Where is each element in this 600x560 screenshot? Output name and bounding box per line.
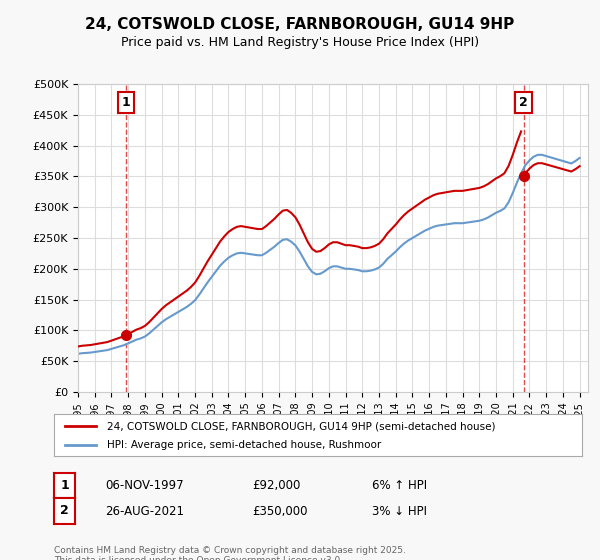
Text: 26-AUG-2021: 26-AUG-2021 (105, 505, 184, 518)
Text: 24, COTSWOLD CLOSE, FARNBOROUGH, GU14 9HP: 24, COTSWOLD CLOSE, FARNBOROUGH, GU14 9H… (85, 17, 515, 32)
Text: 2: 2 (519, 96, 528, 109)
Text: £350,000: £350,000 (252, 505, 308, 518)
Text: 06-NOV-1997: 06-NOV-1997 (105, 479, 184, 492)
Text: 1: 1 (60, 479, 69, 492)
Text: 6% ↑ HPI: 6% ↑ HPI (372, 479, 427, 492)
Text: 3% ↓ HPI: 3% ↓ HPI (372, 505, 427, 518)
Text: £92,000: £92,000 (252, 479, 301, 492)
Text: 24, COTSWOLD CLOSE, FARNBOROUGH, GU14 9HP (semi-detached house): 24, COTSWOLD CLOSE, FARNBOROUGH, GU14 9H… (107, 421, 496, 431)
Text: Price paid vs. HM Land Registry's House Price Index (HPI): Price paid vs. HM Land Registry's House … (121, 36, 479, 49)
Text: HPI: Average price, semi-detached house, Rushmoor: HPI: Average price, semi-detached house,… (107, 440, 381, 450)
Text: 2: 2 (60, 505, 69, 517)
Text: 1: 1 (121, 96, 130, 109)
Text: Contains HM Land Registry data © Crown copyright and database right 2025.
This d: Contains HM Land Registry data © Crown c… (54, 546, 406, 560)
